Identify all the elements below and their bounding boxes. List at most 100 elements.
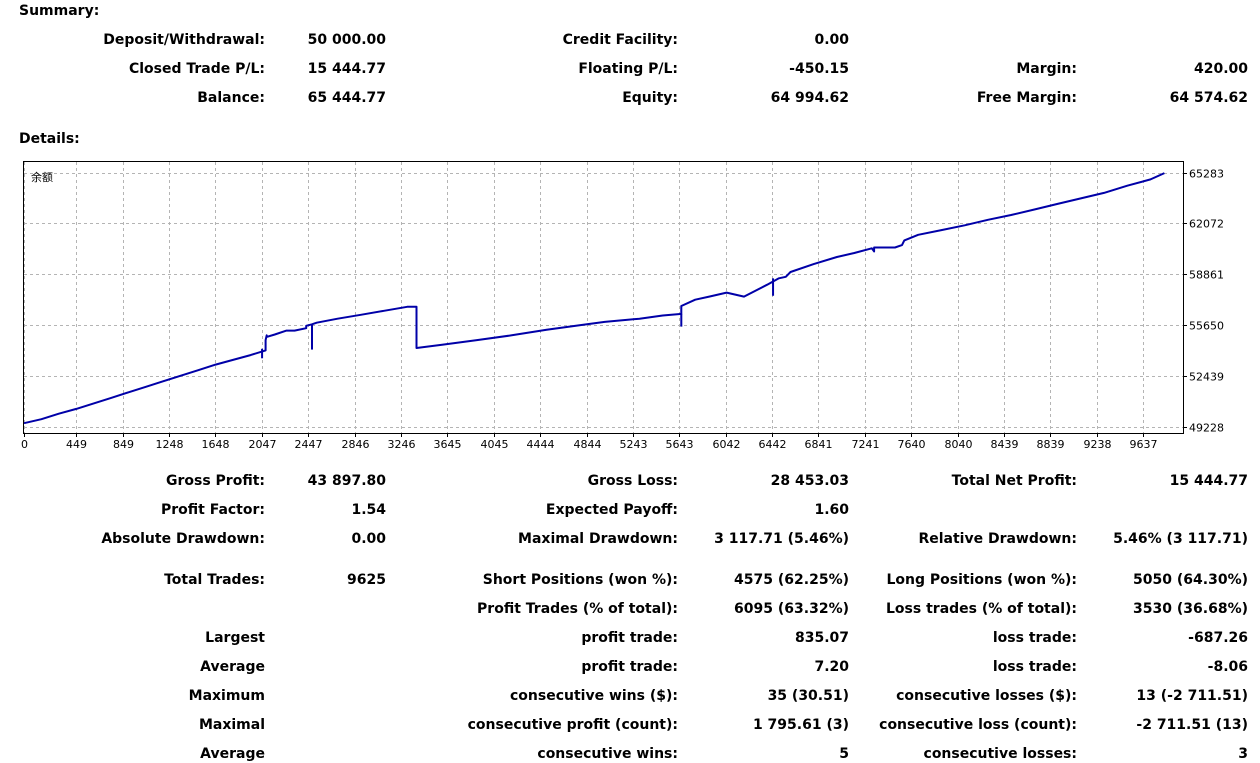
average-loss-value: -8.06 <box>1207 659 1248 675</box>
balance-chart: 0 449 849 1248 1648 2047 2447 2846 3246 3645 4045 4… <box>21 161 1224 452</box>
x-tick-label: 7241 <box>852 438 880 451</box>
closed-trade-pl-label: Closed Trade P/L: <box>128 61 265 77</box>
x-tick-label: 449 <box>66 438 87 451</box>
gross-profit-label: Gross Profit: <box>165 473 265 489</box>
x-tick-label: 8040 <box>945 438 973 451</box>
details-title: Details: <box>19 131 80 147</box>
long-positions-value: 5050 (64.30%) <box>1133 572 1248 588</box>
x-tick-label: 2846 <box>342 438 370 451</box>
absolute-drawdown-label: Absolute Drawdown: <box>101 531 265 547</box>
margin-label: Margin: <box>1016 61 1077 77</box>
average-loss-label: loss trade: <box>992 659 1077 675</box>
profit-factor-label: Profit Factor: <box>160 502 265 518</box>
absolute-drawdown-value: 0.00 <box>351 531 386 547</box>
gross-loss-value: 28 453.03 <box>770 473 849 489</box>
x-tick-label: 849 <box>113 438 134 451</box>
floating-pl-value: -450.15 <box>789 61 849 77</box>
maximal-loss-label: consecutive loss (count): <box>879 717 1077 733</box>
loss-trades-value: 3530 (36.68%) <box>1133 601 1248 617</box>
maximal-drawdown-label: Maximal Drawdown: <box>518 531 678 547</box>
average-consecutive-wins-label: consecutive wins: <box>537 746 678 762</box>
free-margin-label: Free Margin: <box>976 90 1077 106</box>
average-consecutive-losses-label: consecutive losses: <box>923 746 1077 762</box>
total-net-profit-label: Total Net Profit: <box>951 473 1077 489</box>
total-trades-label: Total Trades: <box>164 572 265 588</box>
x-tick-label: 5643 <box>666 438 694 451</box>
profit-factor-value: 1.54 <box>351 502 386 518</box>
expected-payoff-label: Expected Payoff: <box>545 502 678 518</box>
maximum-losses-value: 13 (-2 711.51) <box>1136 688 1248 704</box>
maximum-wins-value: 35 (30.51) <box>767 688 849 704</box>
average-label: Average <box>200 659 265 675</box>
balance-line <box>23 172 1165 425</box>
x-tick-label: 6042 <box>713 438 741 451</box>
maximal-profit-value: 1 795.61 (3) <box>752 717 849 733</box>
x-tick-label: 6442 <box>759 438 787 451</box>
expected-payoff-value: 1.60 <box>814 502 849 518</box>
equity-label: Equity: <box>622 90 678 106</box>
x-tick-label: 9238 <box>1084 438 1112 451</box>
y-tick-label: 52439 <box>1189 371 1224 384</box>
gross-loss-label: Gross Loss: <box>587 473 678 489</box>
average-profit-label: profit trade: <box>581 659 678 675</box>
legend-label: 余额 <box>31 170 53 184</box>
deposit-withdrawal-label: Deposit/Withdrawal: <box>103 32 265 48</box>
x-tick-label: 1648 <box>202 438 230 451</box>
x-tick-label: 2047 <box>249 438 277 451</box>
floating-pl-label: Floating P/L: <box>578 61 678 77</box>
x-tick-label: 5243 <box>620 438 648 451</box>
x-tick-label: 8439 <box>991 438 1019 451</box>
x-tick-label: 3645 <box>434 438 462 451</box>
maximum-losses-label: consecutive losses ($): <box>896 688 1077 704</box>
relative-drawdown-label: Relative Drawdown: <box>918 531 1077 547</box>
loss-trades-label: Loss trades (% of total): <box>886 601 1077 617</box>
x-tick-label: 8839 <box>1037 438 1065 451</box>
x-tick-label: 9637 <box>1130 438 1158 451</box>
y-tick-label: 62072 <box>1189 218 1224 231</box>
maximal-drawdown-value: 3 117.71 (5.46%) <box>714 531 849 547</box>
maximal-label: Maximal <box>198 717 265 733</box>
average-profit-value: 7.20 <box>814 659 849 675</box>
equity-value: 64 994.62 <box>770 90 849 106</box>
x-tick-label: 6841 <box>805 438 833 451</box>
balance-value: 65 444.77 <box>307 90 386 106</box>
long-positions-label: Long Positions (won %): <box>886 572 1077 588</box>
total-trades-value: 9625 <box>347 572 386 588</box>
largest-loss-label: loss trade: <box>992 630 1077 646</box>
average-consecutive-label: Average <box>200 746 265 762</box>
x-tick-label: 7640 <box>898 438 926 451</box>
maximum-wins-label: consecutive wins ($): <box>509 688 678 704</box>
average-consecutive-losses-value: 3 <box>1238 746 1248 762</box>
plot-area <box>23 161 1184 434</box>
short-positions-label: Short Positions (won %): <box>482 572 678 588</box>
largest-profit-label: profit trade: <box>581 630 678 646</box>
deposit-withdrawal-value: 50 000.00 <box>307 32 386 48</box>
x-tick-label: 2447 <box>295 438 323 451</box>
y-tick-label: 49228 <box>1189 422 1224 435</box>
largest-label: Largest <box>205 630 265 646</box>
grid <box>24 162 1183 433</box>
x-tick-label: 4444 <box>527 438 555 451</box>
profit-trades-value: 6095 (63.32%) <box>734 601 849 617</box>
closed-trade-pl-value: 15 444.77 <box>307 61 386 77</box>
credit-facility-value: 0.00 <box>814 32 849 48</box>
x-tick-label: 3246 <box>388 438 416 451</box>
relative-drawdown-value: 5.46% (3 117.71) <box>1113 531 1248 547</box>
profit-trades-label: Profit Trades (% of total): <box>477 601 678 617</box>
x-tick-label: 0 <box>21 438 28 451</box>
x-tick-label: 1248 <box>156 438 184 451</box>
largest-loss-value: -687.26 <box>1188 630 1248 646</box>
largest-profit-value: 835.07 <box>794 630 849 646</box>
x-tick-label: 4045 <box>481 438 509 451</box>
axes: 0 449 849 1248 1648 2047 2447 2846 3246 3645 4045 4… <box>21 168 1224 452</box>
credit-facility-label: Credit Facility: <box>562 32 678 48</box>
total-net-profit-value: 15 444.77 <box>1169 473 1248 489</box>
margin-value: 420.00 <box>1193 61 1248 77</box>
balance-label: Balance: <box>197 90 265 106</box>
maximal-loss-value: -2 711.51 (13) <box>1136 717 1248 733</box>
free-margin-value: 64 574.62 <box>1169 90 1248 106</box>
y-tick-label: 65283 <box>1189 168 1224 181</box>
series <box>23 172 1165 425</box>
gross-profit-value: 43 897.80 <box>307 473 386 489</box>
y-tick-label: 55650 <box>1189 320 1224 333</box>
